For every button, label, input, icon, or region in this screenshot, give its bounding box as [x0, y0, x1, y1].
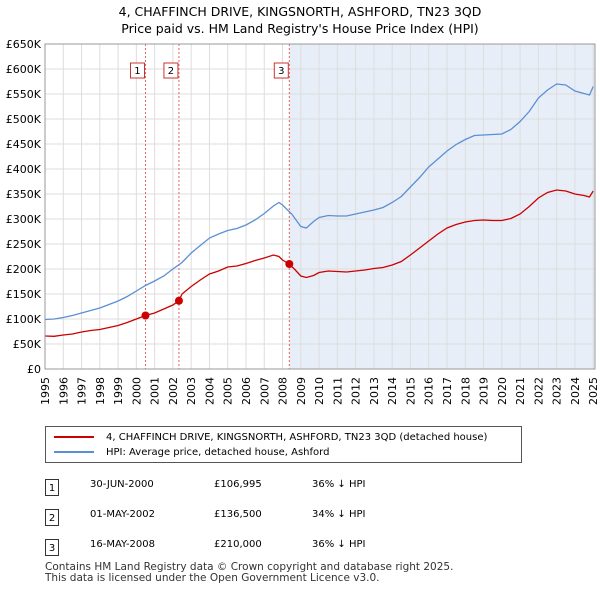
- x-tick-label: 2024: [569, 377, 582, 405]
- x-tick-label: 2002: [167, 377, 180, 405]
- sale-number-box: [273, 62, 289, 79]
- property-line: [44, 83, 594, 321]
- transaction-price: £210,000: [214, 539, 262, 550]
- x-tick-label: 2016: [423, 377, 436, 405]
- footer-licence: This data is licensed under the Open Gov…: [45, 572, 380, 584]
- transaction-date: 01-MAY-2002: [90, 509, 156, 520]
- sale-number-label: 2: [168, 66, 174, 77]
- legend-swatch-property: [54, 436, 94, 438]
- legend-swatch-hpi: [54, 451, 94, 453]
- x-tick-label: 2008: [277, 377, 290, 405]
- x-tick-label: 2021: [514, 377, 527, 405]
- y-tick-label: £550K: [6, 88, 42, 101]
- x-tick-label: 2006: [240, 377, 253, 405]
- x-tick-label: 1999: [112, 377, 125, 405]
- x-tick-label: 2014: [386, 377, 399, 405]
- legend-label-hpi: HPI: Average price, detached house, Ashf…: [106, 447, 330, 458]
- transaction-hpi-diff: 34% ↓ HPI: [312, 509, 366, 520]
- x-tick-label: 1995: [39, 377, 52, 405]
- footer-copyright: Contains HM Land Registry data © Crown c…: [45, 561, 454, 573]
- x-tick-label: 1997: [76, 377, 89, 405]
- transaction-price: £136,500: [214, 509, 262, 520]
- x-tick-label: 2013: [368, 377, 381, 405]
- x-tick-label: 2004: [203, 377, 216, 405]
- transaction-date: 30-JUN-2000: [90, 479, 154, 490]
- sale-point: [141, 311, 150, 320]
- x-tick-label: 2005: [222, 377, 235, 405]
- y-tick-label: £350K: [6, 188, 42, 201]
- y-tick-label: £200K: [6, 263, 42, 276]
- x-tick-label: 2015: [404, 377, 417, 405]
- x-tick-label: 2012: [350, 377, 363, 405]
- sale-number-label: 3: [278, 66, 284, 77]
- legend-item-property: 4, CHAFFINCH DRIVE, KINGSNORTH, ASHFORD,…: [54, 431, 487, 445]
- x-tick-label: 2011: [331, 377, 344, 405]
- x-tick-label: 2010: [313, 377, 326, 405]
- x-tick-label: 2003: [185, 377, 198, 405]
- price-chart: £0 £50K £100K £150K £200K £250K £300K £350K £400…: [6, 38, 600, 405]
- transaction-number: 2: [45, 509, 59, 526]
- y-tick-label: £250K: [6, 238, 42, 251]
- plot-border: [44, 43, 596, 370]
- transaction-row: 3 16-MAY-2008 £210,000 36% ↓ HPI: [0, 536, 600, 556]
- legend-item-hpi: HPI: Average price, detached house, Ashf…: [54, 446, 329, 460]
- x-tick-label: 2020: [496, 377, 509, 405]
- sale-number-box: [163, 62, 179, 79]
- x-tick-label: 2001: [149, 377, 162, 405]
- chart-subtitle: Price paid vs. HM Land Registry's House …: [121, 21, 479, 36]
- y-tick-label: £300K: [6, 213, 42, 226]
- sale-point: [174, 296, 183, 305]
- y-tick-label: £450K: [6, 138, 42, 151]
- y-tick-label: £600K: [6, 63, 42, 76]
- y-tick-label: £400K: [6, 163, 42, 176]
- legend-label-property: 4, CHAFFINCH DRIVE, KINGSNORTH, ASHFORD,…: [106, 432, 488, 443]
- sale-number-box: [129, 62, 145, 79]
- x-tick-label: 2025: [587, 377, 600, 405]
- shaded-region: [289, 44, 595, 369]
- x-tick-label: 2019: [478, 377, 491, 405]
- transaction-hpi-diff: 36% ↓ HPI: [312, 539, 366, 550]
- y-tick-label: £0: [27, 363, 41, 376]
- y-tick-label: £650K: [6, 38, 42, 51]
- y-tick-label: £150K: [6, 288, 42, 301]
- transaction-row: 2 01-MAY-2002 £136,500 34% ↓ HPI: [0, 506, 600, 526]
- x-tick-label: 1996: [57, 377, 70, 405]
- x-tick-label: 2023: [551, 377, 564, 405]
- sale-number-label: 1: [134, 66, 140, 77]
- transaction-number: 3: [45, 539, 59, 556]
- x-tick-label: 2017: [441, 377, 454, 405]
- transaction-date: 16-MAY-2008: [90, 539, 156, 550]
- transaction-number: 1: [45, 479, 59, 496]
- y-tick-label: £50K: [13, 338, 42, 351]
- y-tick-label: £100K: [6, 313, 42, 326]
- x-tick-label: 2007: [258, 377, 271, 405]
- x-tick-label: 2018: [459, 377, 472, 405]
- chart-legend: 4, CHAFFINCH DRIVE, KINGSNORTH, ASHFORD,…: [45, 426, 522, 463]
- sale-point: [285, 260, 294, 268]
- transaction-hpi-diff: 36% ↓ HPI: [312, 479, 366, 490]
- x-tick-label: 2000: [130, 377, 143, 405]
- x-tick-label: 2022: [532, 377, 545, 405]
- y-tick-label: £500K: [6, 113, 42, 126]
- x-tick-label: 1998: [94, 377, 107, 405]
- transaction-price: £106,995: [214, 479, 262, 490]
- x-tick-label: 2009: [295, 377, 308, 405]
- transaction-row: 1 30-JUN-2000 £106,995 36% ↓ HPI: [0, 476, 600, 496]
- chart-title: 4, CHAFFINCH DRIVE, KINGSNORTH, ASHFORD,…: [118, 4, 482, 19]
